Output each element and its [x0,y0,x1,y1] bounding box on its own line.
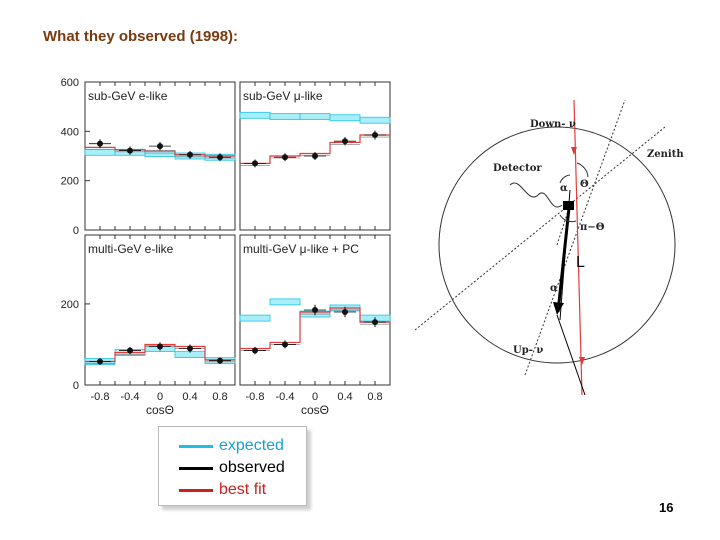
expected-band [269,113,301,120]
expected-band [359,116,391,124]
detector-box [563,201,574,210]
x-tick-label: -0.4 [276,391,295,403]
legend-swatch-best-fit [179,488,213,492]
expected-band [329,114,361,122]
x-tick-label: 0.4 [182,391,197,403]
y-tick-label: 400 [61,126,79,138]
y-tick-label: 200 [61,176,79,188]
observed-point [157,143,163,150]
expected-band [299,113,331,120]
earth-circle [438,126,676,364]
slide-title: What they observed (1998): [43,28,239,45]
panel-label: sub-GeV e-like [88,89,168,103]
observed-point [252,347,258,354]
x-tick-label: 0.4 [337,391,352,403]
legend-label-observed: observed [219,459,285,476]
x-tick-label: -0.4 [121,391,140,403]
theta-label: Θ [580,179,589,190]
legend-swatch-observed [179,466,213,470]
zenith-label: Zenith [647,149,684,160]
expected-band [239,111,271,119]
observed-point [127,147,133,154]
expected-band [269,298,301,306]
observed-point [282,154,288,161]
down-nu-label: Down- ν [530,119,576,130]
panel-label: sub-GeV μ-like [243,89,323,103]
alpha-arc [559,174,571,184]
observed-point [372,319,378,326]
page-number: 16 [659,500,674,515]
observed-point [97,358,103,365]
y-tick-label: 200 [61,299,79,311]
panel-label: multi-GeV μ-like + PC [243,242,359,256]
x-tick-label: 0 [312,391,318,403]
x-tick-label: 0.8 [212,391,227,403]
observed-point [342,309,348,316]
detector-label: Detector [493,163,542,174]
x-tick-label: 0.8 [367,391,382,403]
alpha-label-top: α [560,183,568,194]
legend-item-expected: expected [179,437,284,455]
pi-theta-arc [559,214,577,223]
baseline-arrow-head [553,302,564,315]
legend-swatch-expected [179,444,213,448]
x-tick-label: -0.8 [91,391,110,403]
legend-item-observed: observed [179,459,285,477]
observed-point [187,151,193,158]
x-tick-label: 0 [157,391,163,403]
x-tick-label: -0.8 [246,391,265,403]
baseline-L-arrow [556,207,571,313]
down-arrow-head [571,147,577,155]
observed-point [187,345,193,352]
zenith-line [414,126,666,331]
baseline-L-label: L [576,254,585,271]
legend-label-expected: expected [219,437,284,454]
observed-point [372,132,378,139]
pi-minus-theta-label: π−Θ [580,222,605,233]
observed-point [312,307,318,313]
theta-arc [576,162,589,178]
observed-point [252,160,258,167]
legend-item-best-fit: best fit [179,481,266,499]
observed-point [282,341,288,348]
chord-line [556,314,586,396]
observed-point [312,153,318,159]
observed-point [217,154,223,161]
x-axis-title: cosΘ [301,403,329,417]
y-tick-label: 0 [73,380,79,392]
observed-point [157,343,163,350]
observed-point [127,347,133,354]
expected-band [239,314,271,322]
legend: expected observed best fit [158,426,307,506]
observed-point [342,138,348,145]
neutrino-track [573,99,583,396]
expected-band [84,148,116,156]
alpha-label-bottom: α [550,283,558,294]
observed-point [97,140,103,147]
y-tick-label: 0 [73,225,79,237]
x-axis-title: cosΘ [146,403,174,417]
legend-label-best-fit: best fit [219,481,267,498]
observed-point [217,357,223,364]
zenith-angle-diagram: Down- ν Zenith Detector Θ π−Θ α α L Up- … [414,99,684,396]
radial-line [556,204,571,246]
up-nu-label: Up- ν [513,345,543,356]
panel-label: multi-GeV e-like [88,242,174,256]
detector-axis-line [524,99,626,376]
y-tick-label: 600 [61,77,79,89]
histogram-figure: sub-GeV e-like 0 200 400 600 -0.8 -0.4 0 0.4 0.8 s… [61,77,391,417]
detector-pointer [509,182,563,208]
best-fit-line [85,146,235,157]
up-arrow-head [579,357,585,365]
